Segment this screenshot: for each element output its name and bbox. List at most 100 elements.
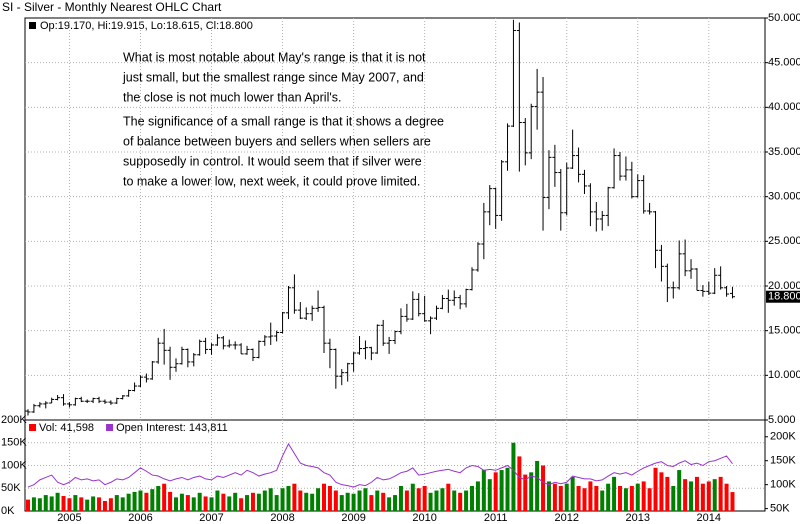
volume-bar: [694, 476, 699, 511]
volume-bar: [168, 491, 173, 511]
volume-bar: [43, 495, 48, 511]
volume-bar: [546, 481, 551, 511]
volume-bar: [683, 479, 688, 511]
volume-bar: [197, 492, 202, 511]
vol-tick-label: 0K: [1, 505, 15, 517]
volume-bar: [541, 465, 546, 511]
volume-bar: [712, 479, 717, 511]
volume-bar: [689, 481, 694, 511]
volume-bar: [280, 488, 285, 511]
volume-bar: [97, 497, 102, 511]
volume-bar: [79, 497, 84, 511]
volume-bar: [185, 495, 190, 511]
volume-bar: [61, 495, 66, 511]
volume-bar: [606, 483, 611, 511]
volume-bar: [262, 490, 267, 511]
volume-bar: [706, 481, 711, 511]
volume-bar: [452, 490, 457, 511]
volume-bar: [570, 476, 575, 511]
volume-bar: [132, 491, 137, 511]
volume-bar: [369, 495, 374, 511]
volume-bar: [292, 483, 297, 511]
volume-bar: [286, 485, 291, 511]
y2-tick-label: 200K: [770, 431, 796, 443]
x-tick-label: 2014: [697, 512, 721, 524]
vol-tick-label: 50K: [1, 482, 21, 494]
volume-bar: [659, 472, 664, 511]
volume-bar: [404, 490, 409, 511]
chart-title: SI - Silver - Monthly Nearest OHLC Chart: [2, 0, 222, 14]
y-tick-label: 30.000: [768, 191, 800, 203]
volume-bar: [345, 492, 350, 511]
volume-bar: [671, 485, 676, 511]
volume-bar: [612, 476, 617, 511]
volume-bar: [333, 490, 338, 511]
volume-bar: [535, 460, 540, 511]
volume-bar: [517, 456, 522, 511]
volume-bar: [629, 485, 634, 511]
y-tick-label: 10.000: [768, 369, 800, 381]
annotation-line: of balance between buyers and sellers wh…: [123, 134, 431, 148]
volume-bar: [730, 492, 735, 511]
volume-bar: [49, 496, 54, 511]
vol-tick-label: 200K: [1, 414, 27, 426]
x-tick-label: 2010: [412, 512, 436, 524]
x-tick-label: 2005: [57, 512, 81, 524]
y-tick-label: 50.000: [768, 12, 800, 24]
volume-bar: [665, 476, 670, 511]
volume-bar: [618, 485, 622, 511]
volume-bar: [458, 492, 463, 511]
volume-bar: [410, 483, 415, 511]
volume-bar: [156, 485, 161, 511]
volume-bar: [564, 483, 569, 511]
volume-bar: [73, 495, 78, 511]
volume-bar: [653, 467, 658, 511]
volume-bar: [594, 485, 599, 511]
volume-bar: [209, 497, 214, 511]
volume-bar: [387, 497, 392, 511]
volume-bar: [162, 483, 167, 511]
volume-bar: [55, 492, 60, 511]
volume-bar: [493, 472, 498, 511]
volume-bar: [85, 499, 90, 511]
volume-bar: [381, 492, 386, 511]
y-tick-label: 40.000: [768, 101, 800, 113]
volume-bar: [499, 470, 504, 511]
volume-bar: [221, 493, 226, 511]
vol-tick-label: 100K: [1, 459, 27, 471]
annotation-line: just small, but the smallest range since…: [122, 70, 424, 84]
volume-bar: [26, 499, 30, 511]
volume-bar: [700, 483, 705, 511]
volume-bar: [511, 442, 516, 511]
volume-bar: [102, 500, 107, 511]
volume-bar: [677, 470, 682, 511]
volume-bar: [623, 488, 628, 511]
annotation-line: to make a lower low, next week, it could…: [123, 174, 420, 188]
volume-bar: [91, 496, 96, 511]
y-tick-label: 5.000: [768, 414, 796, 426]
volume-bar: [576, 485, 581, 511]
volume-bar: [126, 493, 131, 511]
y-tick-label: 20.000: [768, 280, 800, 292]
volume-bar: [724, 483, 729, 511]
volume-bar: [138, 490, 143, 511]
last-price-label: 18.800: [768, 291, 800, 303]
volume-bar: [191, 497, 196, 511]
open-interest-line: [27, 442, 733, 488]
volume-bar: [523, 474, 528, 511]
volume-bar: [582, 488, 587, 511]
volume-bar: [398, 485, 403, 511]
volume-bar: [114, 495, 119, 511]
vol-tick-label: 150K: [1, 437, 27, 449]
annotation-line: The significance of a small range is tha…: [123, 114, 444, 128]
volume-bar: [718, 476, 723, 511]
x-tick-label: 2011: [484, 512, 508, 524]
volume-bar: [422, 485, 427, 511]
volume-bar: [227, 496, 232, 511]
volume-bar: [588, 481, 593, 511]
volume-bar: [298, 490, 303, 511]
volume-bar: [239, 498, 244, 511]
legend-swatch: [29, 424, 36, 431]
volume-bar: [339, 495, 344, 511]
